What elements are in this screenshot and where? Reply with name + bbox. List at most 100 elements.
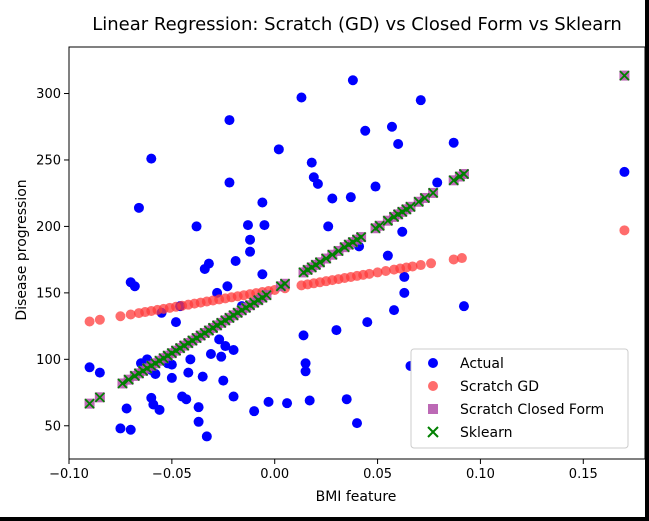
actual-point: [230, 255, 241, 266]
scratch-gd-point: [94, 314, 105, 325]
actual-point: [205, 349, 216, 360]
actual-point: [257, 269, 268, 280]
data-marks: [84, 70, 630, 442]
actual-point: [300, 366, 311, 377]
actual-point: [304, 395, 315, 406]
legend-label-actual: Actual: [460, 356, 504, 372]
actual-point: [242, 220, 253, 231]
y-tick-label: 250: [36, 153, 61, 168]
actual-point: [222, 281, 233, 292]
sklearn-point: [448, 175, 459, 186]
actual-point: [185, 354, 196, 365]
actual-point: [382, 250, 393, 261]
sklearn-point: [321, 253, 332, 264]
legend-marker-scratch-gd: [428, 381, 438, 391]
chart-title: Linear Regression: Scratch (GD) vs Close…: [92, 14, 622, 35]
scratch-gd-point: [415, 260, 426, 271]
actual-point: [312, 178, 323, 189]
actual-point: [193, 416, 204, 427]
legend-label-closed-form: Scratch Closed Form: [460, 402, 604, 418]
actual-point: [352, 418, 362, 429]
sklearn-point: [84, 398, 95, 409]
actual-point: [249, 406, 260, 417]
actual-point: [362, 317, 373, 328]
legend-marker-actual: [428, 358, 438, 368]
actual-point: [216, 351, 227, 362]
actual-point: [619, 166, 630, 177]
legend-marker-closed-form: [428, 404, 438, 414]
y-tick-label: 200: [36, 220, 61, 235]
actual-point: [432, 177, 443, 188]
x-tick-label: 0.05: [363, 467, 392, 482]
actual-point: [121, 403, 132, 414]
legend-entry-closed-form: Scratch Closed Form: [428, 402, 604, 418]
actual-point: [224, 115, 235, 126]
actual-point: [129, 281, 140, 292]
actual-point: [166, 372, 177, 383]
actual-point: [201, 431, 212, 442]
x-tick-label: −0.10: [49, 467, 89, 482]
actual-point: [133, 202, 144, 213]
y-tick-label: 50: [44, 419, 61, 434]
x-tick-label: 0.15: [569, 467, 598, 482]
sklearn-point: [427, 187, 439, 199]
x-tick-label: 0.10: [466, 467, 495, 482]
actual-point: [197, 371, 208, 382]
actual-point: [203, 258, 214, 269]
sklearn-point: [327, 249, 338, 260]
legend-label-sklearn: Sklearn: [460, 425, 512, 441]
sklearn-point: [117, 378, 128, 389]
actual-point: [84, 362, 95, 373]
actual-point: [263, 396, 274, 407]
actual-point: [415, 95, 426, 106]
actual-point: [94, 367, 105, 378]
scratch-gd-point: [380, 266, 391, 277]
actual-point: [393, 139, 404, 150]
actual-point: [389, 305, 400, 316]
actual-point: [228, 345, 239, 356]
scratch-gd-point: [364, 268, 375, 279]
actual-point: [306, 157, 317, 168]
actual-point: [386, 121, 397, 132]
actual-point: [448, 137, 459, 148]
actual-point: [347, 75, 358, 86]
y-axis-ticks: 50 100 150 200 250 300: [36, 87, 69, 434]
actual-point: [150, 368, 161, 379]
actual-point: [245, 246, 256, 257]
legend-label-scratch-gd: Scratch GD: [460, 379, 539, 395]
actual-point: [399, 271, 410, 282]
plot-area: −0.10 −0.05 0.00 0.05 0.10 0.15 50 100 150 200 25…: [36, 46, 645, 482]
scratch-gd-point: [372, 267, 383, 278]
legend-entry-actual: Actual: [428, 356, 504, 372]
actual-point: [259, 220, 270, 231]
sklearn-point: [382, 215, 393, 226]
actual-point: [183, 367, 194, 378]
actual-point: [399, 287, 410, 298]
actual-point: [193, 402, 204, 413]
actual-point: [397, 226, 408, 237]
actual-point: [282, 398, 293, 409]
y-axis-label: Disease progression: [14, 179, 30, 320]
actual-point: [257, 197, 268, 208]
scratch-gd-point: [115, 311, 126, 322]
actual-point: [224, 177, 235, 188]
sklearn-point: [261, 289, 272, 301]
legend-marker-sklearn: [427, 426, 439, 438]
legend-entry-scratch-gd: Scratch GD: [428, 379, 539, 395]
y-tick-label: 300: [36, 87, 61, 102]
actual-point: [360, 125, 371, 136]
actual-point: [323, 221, 334, 232]
legend: Actual Scratch GD Scratch Closed Form Sk…: [410, 348, 629, 449]
actual-point: [298, 330, 309, 341]
legend-box: [410, 348, 629, 449]
sklearn-point: [413, 196, 424, 207]
x-axis-label: BMI feature: [316, 489, 397, 505]
actual-point: [146, 153, 157, 164]
scratch-gd-point: [448, 254, 459, 265]
actual-point: [125, 424, 136, 435]
actual-point: [327, 193, 338, 204]
actual-point: [331, 325, 342, 336]
sklearn-point: [419, 192, 431, 204]
sklearn-point: [458, 168, 470, 180]
